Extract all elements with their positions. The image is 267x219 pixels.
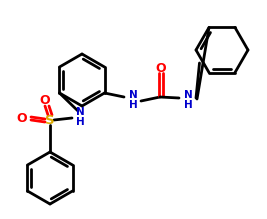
Text: O: O [17,111,27,124]
Text: S: S [45,113,55,127]
Text: N
H: N H [129,90,138,110]
Text: N
H: N H [184,90,193,110]
Text: O: O [40,94,50,106]
Text: N
H: N H [76,107,84,127]
Text: O: O [156,62,166,74]
